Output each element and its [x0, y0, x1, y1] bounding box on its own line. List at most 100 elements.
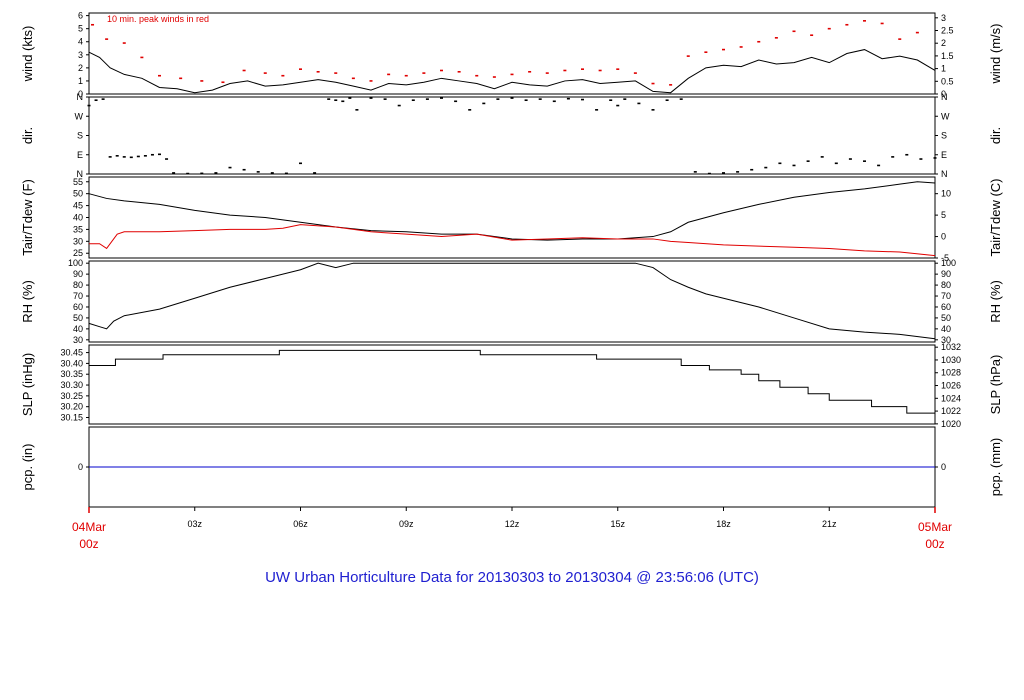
- left-tick-label: 80: [73, 280, 83, 290]
- data-point: [404, 74, 408, 77]
- data-point: [214, 172, 218, 174]
- data-point: [143, 155, 147, 157]
- data-point: [616, 104, 620, 107]
- data-point: [595, 109, 599, 111]
- right-tick-label: 0: [941, 462, 946, 472]
- data-point: [179, 77, 183, 80]
- series-line: [88, 181, 936, 241]
- data-point: [877, 164, 881, 167]
- right-tick-label: 2.5: [941, 26, 954, 36]
- data-point: [820, 156, 824, 158]
- data-point: [383, 98, 387, 100]
- data-point: [563, 69, 567, 72]
- data-point: [150, 153, 154, 156]
- right-tick-label: 1: [941, 64, 946, 74]
- data-point: [281, 74, 285, 77]
- data-point: [256, 171, 260, 173]
- x-tick-label: 21z: [822, 519, 837, 529]
- data-point: [387, 73, 391, 76]
- data-point: [764, 166, 768, 169]
- data-point: [457, 70, 461, 73]
- data-point: [792, 30, 796, 33]
- left-tick-label: 100: [68, 258, 83, 268]
- data-point: [87, 104, 91, 107]
- data-point: [538, 98, 542, 100]
- data-point: [425, 98, 429, 100]
- x-tick-label: 12z: [505, 519, 520, 529]
- data-point: [722, 48, 725, 51]
- left-tick-label: N: [77, 169, 84, 179]
- left-tick-label: 35: [73, 224, 83, 234]
- left-tick-label: 4: [78, 37, 83, 47]
- data-point: [651, 82, 655, 85]
- right-tick-label: 1032: [941, 342, 961, 352]
- panel-frame: [88, 12, 936, 95]
- data-point: [221, 81, 225, 84]
- left-tick-label: 2: [78, 63, 83, 73]
- left-axis-title: RH (%): [20, 280, 35, 323]
- data-point: [736, 171, 740, 173]
- left-tick-label: 60: [73, 302, 83, 312]
- data-point: [327, 98, 331, 100]
- left-tick-label: 45: [73, 201, 83, 211]
- left-tick-label: 40: [73, 324, 83, 334]
- data-point: [316, 70, 320, 73]
- right-axis-title: pcp. (mm): [988, 438, 1003, 497]
- x-tick-label: 03z: [187, 519, 202, 529]
- right-axis-title: RH (%): [988, 280, 1003, 323]
- panel-dir: [86, 96, 938, 175]
- data-point: [722, 172, 725, 174]
- left-tick-label: 25: [73, 248, 83, 258]
- data-point: [351, 77, 355, 80]
- panel-pcp: [86, 426, 938, 508]
- left-tick-label: 30.35: [60, 369, 83, 379]
- left-axis-title: dir.: [20, 127, 35, 144]
- panel-frame: [88, 96, 936, 175]
- data-point: [524, 99, 528, 102]
- data-point: [915, 31, 919, 34]
- series-line: [89, 224, 936, 257]
- x-tick-label: 15z: [610, 519, 625, 529]
- right-tick-label: N: [941, 169, 948, 179]
- right-tick-label: 1026: [941, 381, 961, 391]
- data-point: [348, 97, 352, 99]
- panel-frame: [88, 176, 936, 259]
- right-axis-title: Tair/Tdew (C): [988, 178, 1003, 256]
- data-point: [616, 68, 620, 70]
- data-point: [136, 155, 140, 158]
- series-line: [88, 49, 936, 94]
- panel-rh: [86, 260, 938, 343]
- x-tick-label: 18z: [716, 519, 731, 529]
- data-point: [475, 74, 479, 77]
- data-point: [669, 84, 673, 86]
- right-tick-label: 0: [941, 89, 946, 99]
- left-axis-title: wind (kts): [20, 26, 35, 83]
- right-tick-label: 1020: [941, 419, 961, 429]
- left-tick-label: 0: [78, 462, 83, 472]
- data-point: [848, 158, 852, 160]
- data-point: [158, 74, 161, 77]
- left-tick-label: 90: [73, 269, 83, 279]
- panel-wind: [86, 12, 938, 95]
- right-tick-label: 5: [941, 210, 946, 220]
- left-tick-label: 3: [78, 50, 83, 60]
- data-point: [411, 99, 415, 102]
- right-tick-label: S: [941, 131, 947, 141]
- data-point: [827, 27, 831, 30]
- right-axis-title: dir.: [988, 127, 1003, 144]
- data-point: [774, 37, 778, 39]
- data-point: [510, 73, 514, 76]
- left-tick-label: 50: [73, 189, 83, 199]
- data-point: [552, 100, 556, 103]
- left-tick-label: N: [77, 92, 84, 102]
- data-point: [200, 80, 204, 82]
- x-date-label: 00z: [79, 537, 98, 551]
- left-tick-label: 30.15: [60, 413, 83, 423]
- series-line: [88, 262, 936, 340]
- data-point: [284, 172, 288, 175]
- data-point: [440, 69, 443, 72]
- data-point: [598, 69, 602, 72]
- left-tick-label: 30.40: [60, 358, 83, 368]
- data-point: [115, 155, 119, 157]
